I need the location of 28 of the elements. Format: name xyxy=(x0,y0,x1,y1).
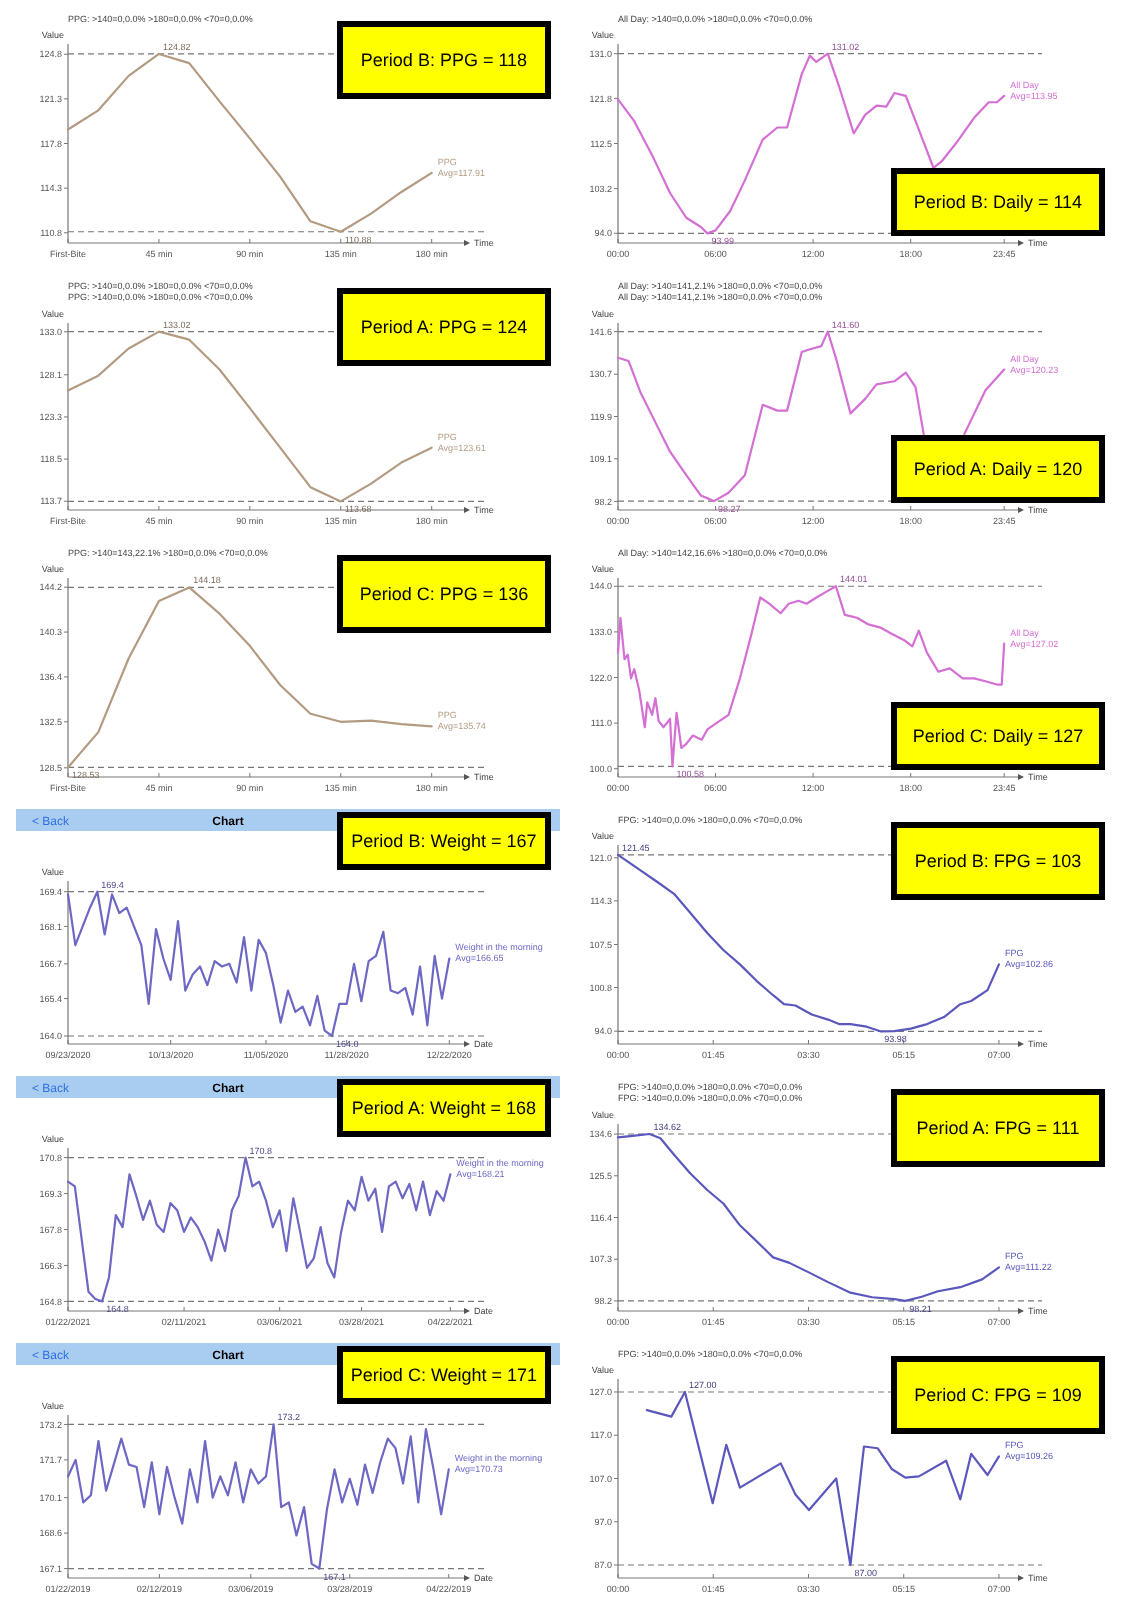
callout-box: Period B: FPG = 103 xyxy=(891,822,1105,900)
annotation: Period C: Daily = 127 xyxy=(912,726,1084,746)
callout-box: Period A: Daily = 120 xyxy=(891,435,1105,503)
callout-box: Period A: Weight = 168 xyxy=(337,1079,551,1137)
line-series xyxy=(66,1423,450,1570)
callout-box: Period B: Daily = 114 xyxy=(891,168,1105,236)
annotation: Period A: FPG = 111 xyxy=(916,1118,1080,1138)
line-series xyxy=(66,1156,452,1303)
callout-box: Period C: Daily = 127 xyxy=(891,702,1105,770)
annotation: Period A: PPG = 124 xyxy=(360,317,528,337)
callout-box: Period B: PPG = 118 xyxy=(337,21,551,99)
callout-box: Period C: FPG = 109 xyxy=(891,1356,1105,1434)
annotation: Period B: Daily = 114 xyxy=(913,192,1083,212)
callout-box: Period A: PPG = 124 xyxy=(337,288,551,366)
annotation: Period C: FPG = 109 xyxy=(914,1385,1082,1405)
annotation: Period C: PPG = 136 xyxy=(359,584,529,604)
line-series xyxy=(66,330,433,503)
annotation: Period B: FPG = 103 xyxy=(914,851,1082,871)
callout-box: Period B: Weight = 167 xyxy=(337,812,551,870)
callout-box: Period C: PPG = 136 xyxy=(337,555,551,633)
callout-box: Period A: FPG = 111 xyxy=(891,1089,1105,1167)
callout-box: Period C: Weight = 171 xyxy=(337,1346,551,1404)
annotation: Period B: PPG = 118 xyxy=(360,50,528,70)
line-series xyxy=(66,52,433,233)
line-series xyxy=(616,1132,1001,1302)
annotation: Period A: Daily = 120 xyxy=(913,459,1083,479)
line-series xyxy=(66,586,433,769)
line-series xyxy=(66,890,451,1038)
